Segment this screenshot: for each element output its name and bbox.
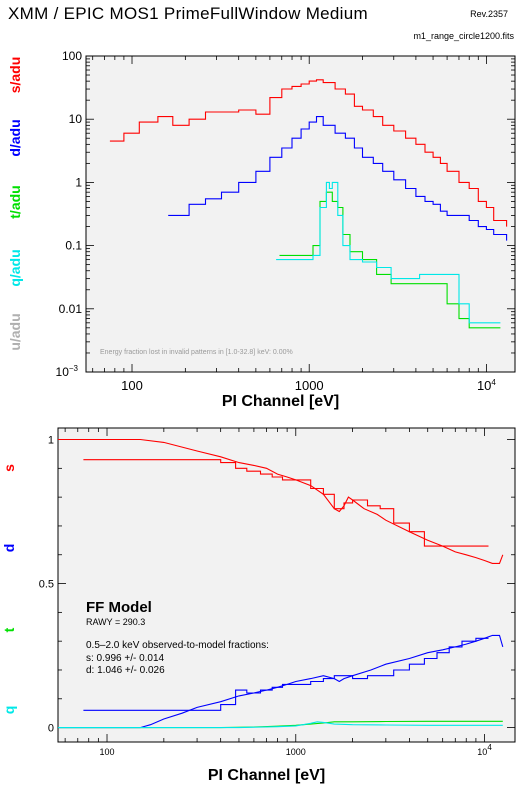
bottom-y-tick-label: 0 (48, 723, 54, 735)
top-x-tick-label: 100 (121, 378, 143, 393)
bottom-series-line-1 (83, 459, 489, 547)
top-y-label: d/adu (7, 119, 23, 156)
top-y-tick-label: 1 (75, 175, 82, 189)
top-series-line-0 (109, 79, 508, 227)
top-x-tick-label: 1000 (295, 378, 324, 393)
top-x-tick-label: 104 (477, 378, 496, 393)
top-y-label: u/adu (7, 313, 23, 350)
top-y-label: s/adu (7, 57, 23, 94)
fraction-heading: 0.5–2.0 keV observed-to-model fractions: (86, 640, 269, 651)
bottom-y-tick-label: 0.5 (39, 579, 54, 591)
bottom-series-line-5 (58, 721, 503, 729)
bottom-y-label: q (1, 706, 17, 715)
fraction-line: d: 1.046 +/- 0.026 (86, 665, 165, 676)
report-title: XMM / EPIC MOS1 PrimeFullWindow Medium (8, 4, 368, 23)
fraction-line: s: 0.996 +/- 0.014 (86, 653, 165, 664)
bottom-y-label: d (1, 544, 17, 553)
top-y-tick-label: 100 (62, 49, 82, 63)
top-y-tick-label: 0.01 (59, 302, 83, 316)
top-y-label: t/adu (7, 185, 23, 218)
model-title: FF Model (86, 599, 152, 616)
top-x-axis-label: PI Channel [eV] (222, 393, 339, 410)
top-y-tick-label: 10−3 (56, 364, 79, 379)
filename-label: m1_range_circle1200.fits (413, 31, 514, 41)
top-annotation: Energy fraction lost in invalid patterns… (100, 349, 293, 356)
bottom-plot-frame (57, 427, 516, 743)
top-y-tick-label: 0.1 (65, 239, 82, 253)
bottom-x-axis-label: PI Channel [eV] (208, 767, 325, 784)
top-plot-frame (85, 55, 516, 373)
top-y-label: q/adu (7, 249, 23, 286)
bottom-x-tick-label: 104 (477, 743, 492, 757)
top-series-line-1 (168, 116, 508, 241)
top-series-line-3 (276, 181, 501, 324)
top-series-line-2 (279, 191, 501, 329)
bottom-x-tick-label: 1000 (286, 747, 306, 757)
top-y-tick-label: 10 (69, 112, 83, 126)
bottom-y-tick-label: 1 (48, 435, 54, 447)
bottom-x-tick-label: 100 (99, 747, 114, 757)
revision-label: Rev.2357 (470, 9, 508, 19)
top-plot: 100 1000 104 100 10 1 0.1 0.01 10−3 PI Channel [e… (7, 49, 516, 410)
bottom-plot: 100 1000 104 1 0.5 0 PI Channel [eV] s d t q FF Mod… (1, 427, 516, 784)
bottom-y-label: s (1, 464, 17, 472)
rawy-label: RAWY = 290.3 (86, 617, 145, 627)
bottom-series-line-3 (83, 637, 489, 711)
bottom-y-label: t (1, 627, 17, 632)
